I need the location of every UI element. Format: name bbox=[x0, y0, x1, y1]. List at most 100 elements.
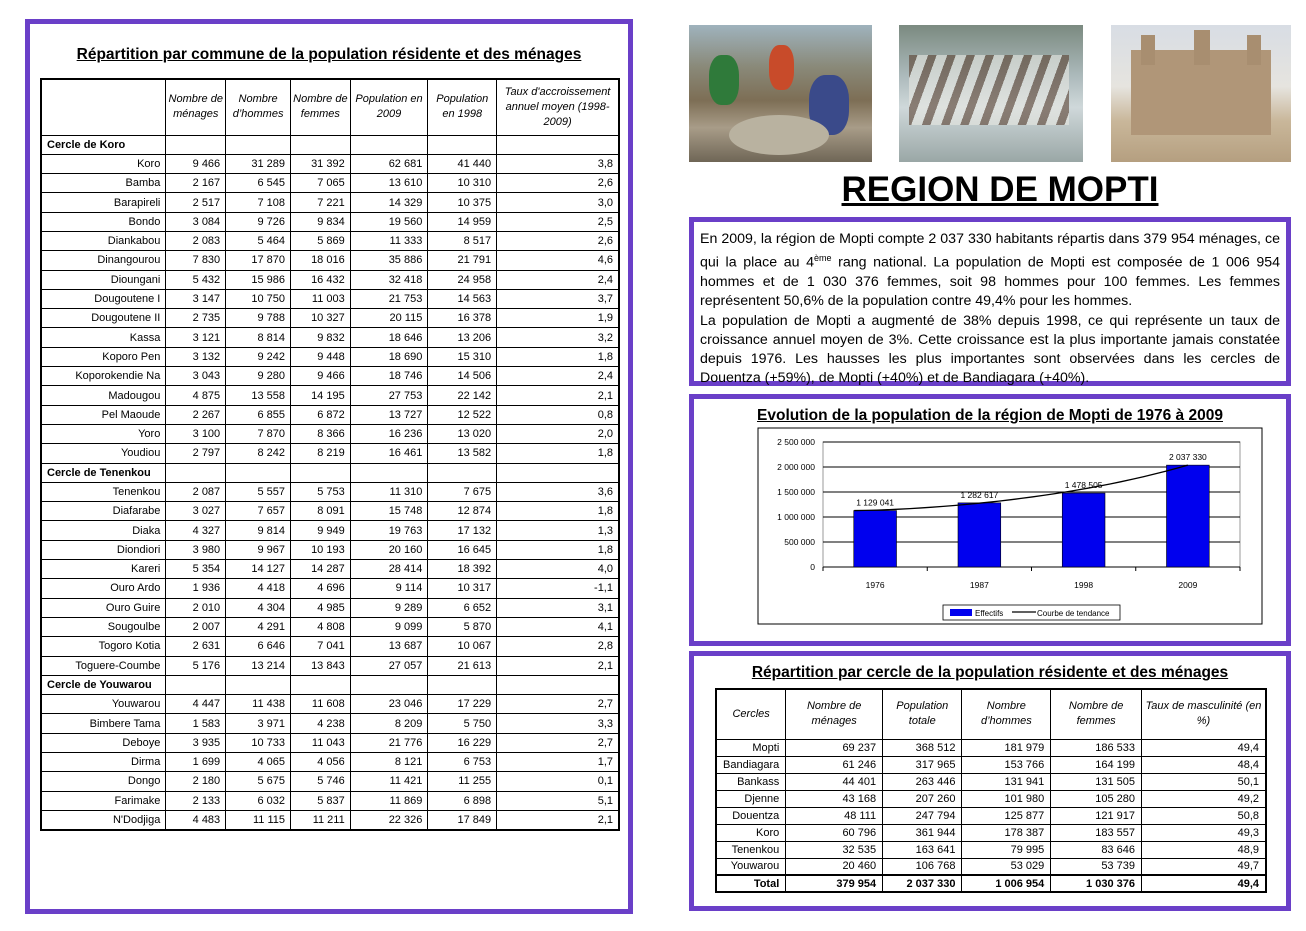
table-cell: 4 696 bbox=[290, 578, 351, 599]
total-cell: 1 006 954 bbox=[961, 874, 1052, 893]
table-cell: 361 944 bbox=[882, 823, 963, 842]
y-tick-label: 2 000 000 bbox=[777, 462, 815, 472]
summary-paragraph-1: En 2009, la région de Mopti compte 2 037… bbox=[700, 230, 1280, 312]
table-cell: 14 506 bbox=[427, 366, 498, 387]
table-cell: 13 610 bbox=[349, 173, 429, 194]
empty-cell bbox=[427, 463, 498, 483]
table-cell: 4 056 bbox=[290, 752, 351, 773]
y-tick-label: 500 000 bbox=[784, 537, 815, 547]
table-cell: 9 967 bbox=[225, 540, 291, 561]
table-row: Djenne 43 168 207 260 101 980 105 280 49,2 bbox=[715, 789, 1267, 808]
photo-fish-market bbox=[689, 25, 872, 162]
data-label: 1 129 041 bbox=[856, 498, 894, 508]
total-cell: 1 030 376 bbox=[1050, 874, 1142, 893]
table-row: Madougou 4 875 13 558 14 195 27 753 22 142 2,1 bbox=[40, 385, 620, 406]
table-cell: 27 753 bbox=[349, 385, 429, 406]
commune-name: Dongo bbox=[40, 771, 167, 792]
table-cell: 61 246 bbox=[785, 755, 884, 774]
table-cell: 8 209 bbox=[349, 713, 429, 734]
table-cell: 9 114 bbox=[349, 578, 429, 599]
commune-name: Barapireli bbox=[40, 192, 167, 213]
y-tick-label: 0 bbox=[810, 562, 815, 572]
table-cell: 15 986 bbox=[225, 270, 291, 290]
commune-name: Koporokendie Na bbox=[40, 366, 167, 387]
table-cell: 131 505 bbox=[1050, 772, 1142, 791]
table-cell: 14 195 bbox=[290, 385, 351, 406]
commune-name: Deboye bbox=[40, 733, 167, 754]
table-row: Barapireli 2 517 7 108 7 221 14 329 10 375 3,0 bbox=[40, 192, 620, 213]
table-cell: 101 980 bbox=[961, 789, 1052, 808]
column-header: Nombre d’hommes bbox=[225, 78, 291, 136]
table-cell: 2,8 bbox=[496, 636, 620, 657]
table-cell: 3 935 bbox=[165, 733, 227, 754]
table-cell: 5 675 bbox=[225, 771, 291, 792]
table-row: Tenenkou 32 535 163 641 79 995 83 646 48,9 bbox=[715, 840, 1267, 859]
legend-bar-swatch bbox=[950, 609, 972, 616]
table-cell: 6 646 bbox=[225, 636, 291, 657]
table-cell: 3 043 bbox=[165, 366, 227, 387]
cercle-name: Youwarou bbox=[715, 857, 787, 876]
table-cell: 18 746 bbox=[349, 366, 429, 387]
table-row: Bondo 3 084 9 726 9 834 19 560 14 959 2,5 bbox=[40, 212, 620, 232]
table-cell: 178 387 bbox=[961, 823, 1052, 842]
table-cell: 9 726 bbox=[225, 212, 291, 232]
table-cell: 13 687 bbox=[349, 636, 429, 657]
table-cell: 8 091 bbox=[290, 501, 351, 522]
table-cell: 5 557 bbox=[225, 482, 291, 503]
table-cell: 13 020 bbox=[427, 424, 498, 445]
commune-name: Bondo bbox=[40, 212, 167, 232]
commune-name: Madougou bbox=[40, 385, 167, 406]
table-cell: 20 460 bbox=[785, 857, 884, 876]
table-cell: 183 557 bbox=[1050, 823, 1142, 842]
table-row: Mopti 69 237 368 512 181 979 186 533 49,4 bbox=[715, 738, 1267, 757]
table-cell: 4 875 bbox=[165, 385, 227, 406]
column-header: Taux de masculinité (en %) bbox=[1140, 688, 1267, 740]
table-cell: 2,7 bbox=[496, 694, 620, 715]
column-header: Population en 1998 bbox=[427, 78, 498, 136]
column-header: Nombre de ménages bbox=[785, 688, 884, 740]
table-cell: 1,8 bbox=[496, 347, 620, 368]
table-cell: 6 898 bbox=[427, 791, 498, 811]
table-cell: 4 418 bbox=[225, 578, 291, 599]
table-cell: 48 111 bbox=[785, 806, 884, 825]
empty-cell bbox=[349, 675, 429, 696]
commune-name: Pel Maoude bbox=[40, 405, 167, 425]
table-cell: 5 464 bbox=[225, 231, 291, 252]
table-cell: 7 065 bbox=[290, 173, 351, 194]
table-cell: 3,7 bbox=[496, 289, 620, 310]
table-row: Ouro Ardo 1 936 4 418 4 696 9 114 10 317 -1,1 bbox=[40, 578, 620, 599]
table-cell: 2 267 bbox=[165, 405, 227, 425]
table-cell: 3 084 bbox=[165, 212, 227, 232]
table-cell: 17 229 bbox=[427, 694, 498, 715]
commune-name: Kassa bbox=[40, 327, 167, 348]
table-cell: 20 115 bbox=[349, 308, 429, 329]
bar-2009 bbox=[1166, 464, 1210, 568]
table-cell: 43 168 bbox=[785, 789, 884, 808]
table-cell: 4,0 bbox=[496, 559, 620, 580]
table-cell: 153 766 bbox=[961, 755, 1052, 774]
table-cell: 21 776 bbox=[349, 733, 429, 754]
table-cell: 50,1 bbox=[1140, 772, 1267, 791]
total-row: Total 379 954 2 037 330 1 006 954 1 030 376 4… bbox=[715, 874, 1267, 893]
table-cell: 3 971 bbox=[225, 713, 291, 734]
table-cell: 17 870 bbox=[225, 250, 291, 271]
table-cell: 2,4 bbox=[496, 270, 620, 290]
table-cell: 6 855 bbox=[225, 405, 291, 425]
table-cell: 7 108 bbox=[225, 192, 291, 213]
table-cell: 186 533 bbox=[1050, 738, 1142, 757]
cercle-name: Bandiagara bbox=[715, 755, 787, 774]
data-label: 2 037 330 bbox=[1169, 452, 1207, 462]
table-cell: 0,1 bbox=[496, 771, 620, 792]
summary-text-box: En 2009, la région de Mopti compte 2 037… bbox=[689, 217, 1291, 386]
commune-name: Yoro bbox=[40, 424, 167, 445]
table-cell: 2,1 bbox=[496, 810, 620, 831]
table-cell: 14 127 bbox=[225, 559, 291, 580]
cercle-table-panel: Répartition par cercle de la population … bbox=[689, 651, 1291, 911]
commune-name: Tenenkou bbox=[40, 482, 167, 503]
table-cell: 11 310 bbox=[349, 482, 429, 503]
commune-name: Ouro Ardo bbox=[40, 578, 167, 599]
table-cell: 4,1 bbox=[496, 617, 620, 638]
table-cell: 2 735 bbox=[165, 308, 227, 329]
table-cell: 7 675 bbox=[427, 482, 498, 503]
